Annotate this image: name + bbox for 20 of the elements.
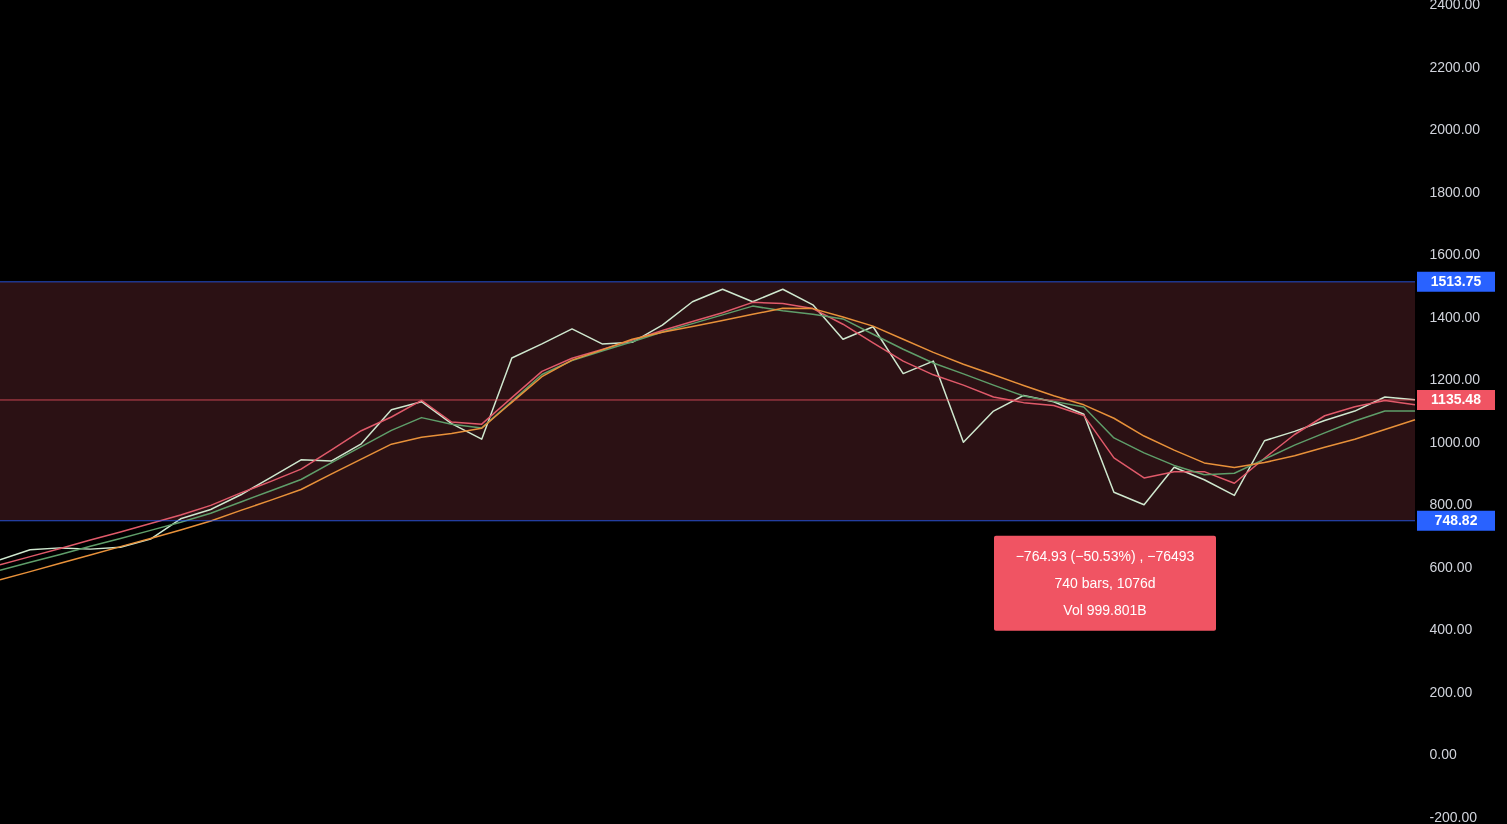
y-tick-label: 2000.00 [1429,121,1481,138]
annotation: −764.93 (−50.53%) , −76493 [1015,547,1195,564]
y-tick-label: 600.00 [1429,558,1473,575]
y-tick-label: 2200.00 [1429,58,1481,75]
ref-line-label: 1135.48 [1431,390,1482,407]
y-tick-label: 1000.00 [1429,433,1481,450]
annotation: Vol 999.801B [1063,601,1147,618]
y-tick-label: 1200.00 [1429,371,1481,388]
y-tick-label: -200.00 [1429,808,1478,824]
ref-line-label: 748.82 [1434,511,1478,528]
ref-line-label: 1513.75 [1430,272,1482,289]
y-tick-label: 200.00 [1429,683,1473,700]
y-tick-label: 1800.00 [1429,183,1481,200]
y-tick-label: 0.00 [1429,746,1457,763]
y-tick-label: 1400.00 [1429,308,1481,325]
y-tick-label: 800.00 [1429,496,1473,513]
y-tick-label: 400.00 [1429,621,1473,638]
y-tick-label: 2400.00 [1429,0,1481,13]
y-tick-label: 1600.00 [1429,246,1481,263]
annotation: 740 bars, 1076d [1054,574,1156,591]
